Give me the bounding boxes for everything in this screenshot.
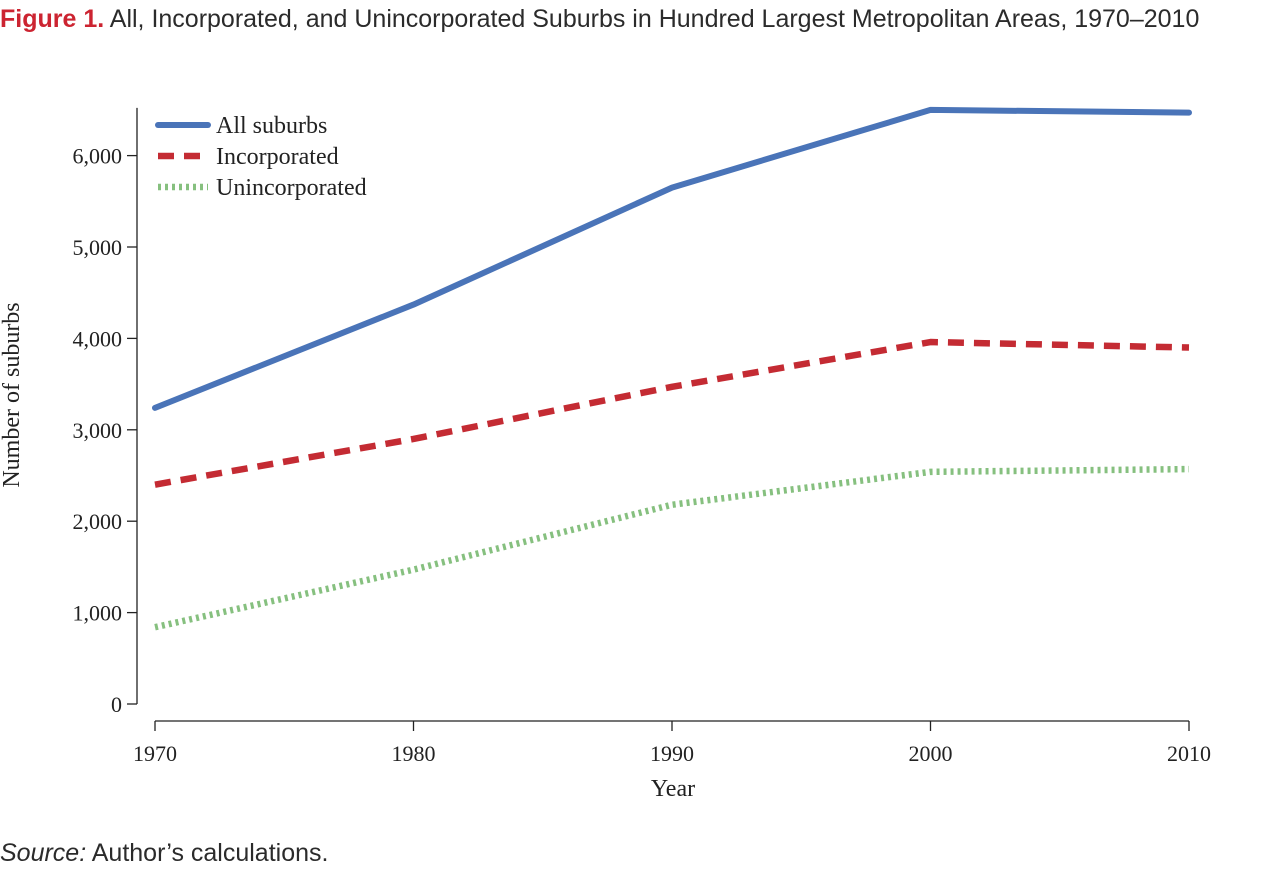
y-tick-label: 4,000 [73, 326, 123, 351]
series-line-all-suburbs [152, 106, 1192, 411]
y-axis-label: Number of suburbs [0, 302, 25, 487]
y-tick-label: 0 [111, 692, 122, 717]
source-note: Source: Author’s calculations. [0, 836, 328, 870]
x-tick-label: 1980 [392, 741, 436, 766]
series-line-unincorporated [154, 465, 1190, 631]
x-tick-label: 2010 [1167, 741, 1211, 766]
legend-label: Incorporated [216, 144, 339, 170]
legend-label: All suburbs [216, 113, 327, 139]
x-tick-label: 2000 [909, 741, 953, 766]
legend: All suburbs Incorporated Unincorporated [155, 113, 367, 201]
figure-title-block: Figure 1. All, Incorporated, and Unincor… [0, 0, 1280, 39]
source-label: Source: [0, 839, 87, 867]
series-layer [152, 106, 1192, 631]
legend-label: Unincorporated [216, 175, 367, 201]
y-tick-label: 3,000 [73, 418, 123, 443]
x-tick-label: 1990 [650, 741, 694, 766]
series-line-incorporated [154, 338, 1190, 488]
figure-label: Figure 1. [0, 5, 105, 33]
x-tick-label: 1970 [133, 741, 177, 766]
axes: 0 1,000 2,000 3,000 4,000 5,000 6,000 1970 1980 1… [73, 107, 1211, 766]
figure-title: All, Incorporated, and Unincorporated Su… [109, 5, 1200, 33]
y-tick-label: 6,000 [73, 144, 123, 169]
y-tick-label: 1,000 [73, 601, 123, 626]
y-tick-label: 2,000 [73, 509, 123, 534]
y-tick-label: 5,000 [73, 235, 123, 260]
source-text: Author’s calculations. [91, 839, 329, 867]
x-axis-label: Year [651, 776, 695, 802]
